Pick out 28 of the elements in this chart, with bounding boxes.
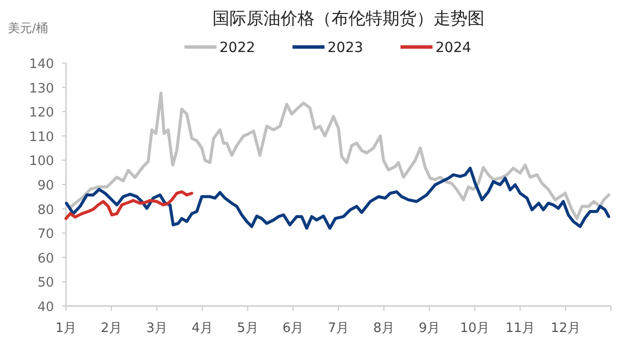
x-tick-label: 3月 xyxy=(146,321,168,336)
x-tick-label: 5月 xyxy=(237,321,258,336)
x-tick-label: 11月 xyxy=(505,321,535,336)
y-tick-label: 80 xyxy=(37,202,54,218)
y-tick-label: 70 xyxy=(37,227,54,242)
legend-label: 2022 xyxy=(220,40,256,56)
legend-label: 2023 xyxy=(328,40,364,56)
x-tick-label: 9月 xyxy=(418,321,440,336)
y-tick-label: 40 xyxy=(37,300,54,315)
y-tick-label: 130 xyxy=(29,81,54,96)
x-tick-label: 8月 xyxy=(373,321,395,336)
y-tick-label: 120 xyxy=(29,106,54,121)
x-tick-label: 2月 xyxy=(100,321,122,336)
x-tick-label: 6月 xyxy=(282,321,304,336)
x-tick-label: 1月 xyxy=(55,321,77,336)
y-tick-label: 100 xyxy=(29,154,54,170)
x-tick-label: 7月 xyxy=(328,321,350,336)
legend-label: 2024 xyxy=(436,40,472,56)
y-tick-label: 110 xyxy=(29,130,54,145)
title: 国际原油价格（布伦特期货）走势图 xyxy=(212,9,484,29)
x-tick-label: 10月 xyxy=(460,321,490,336)
x-tick-label: 4月 xyxy=(192,321,213,336)
ylabel: 美元/桶 xyxy=(8,21,48,35)
x-tick-label: 12月 xyxy=(550,321,580,336)
y-tick-label: 140 xyxy=(29,57,54,72)
y-tick-label: 60 xyxy=(37,251,54,266)
y-tick-label: 90 xyxy=(37,178,54,194)
y-tick-label: 50 xyxy=(37,276,54,291)
